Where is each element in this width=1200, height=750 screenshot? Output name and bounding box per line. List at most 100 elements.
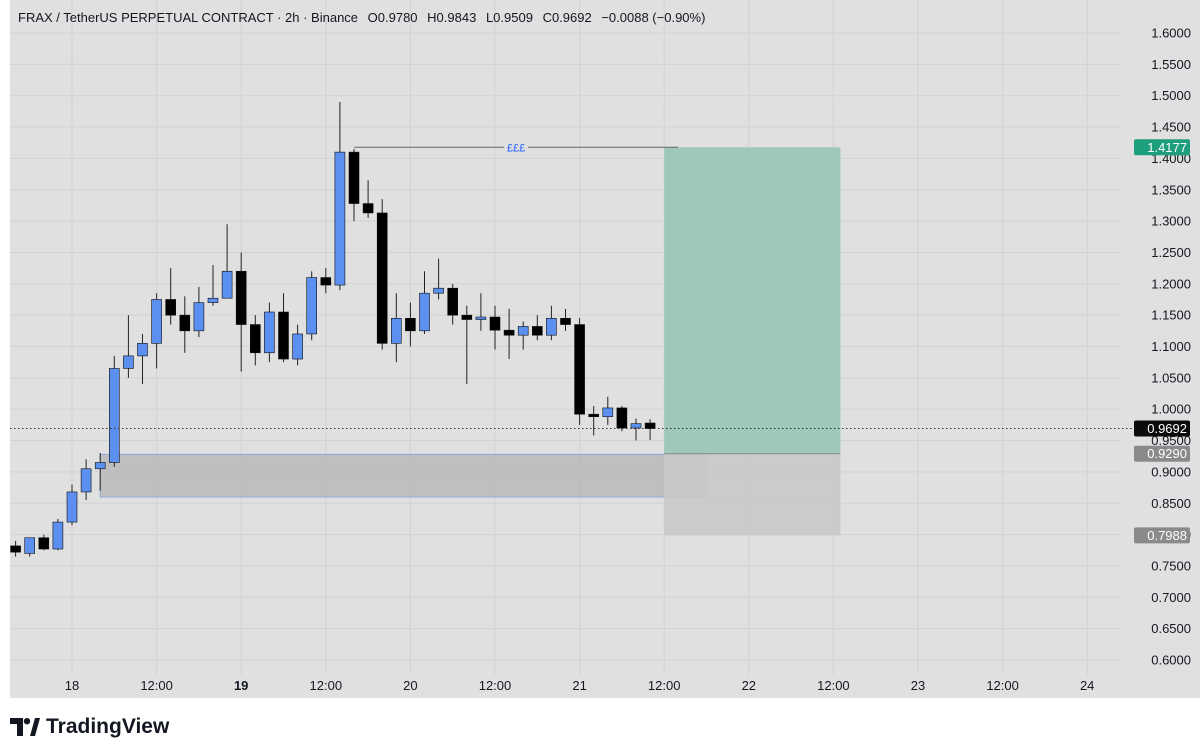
candle-body (334, 151, 346, 286)
time-tick-label: 19 (234, 678, 248, 693)
price-tick-label: 1.6000 (1151, 26, 1191, 41)
price-label-text: 0.9290 (1147, 446, 1187, 461)
candle-up (109, 355, 120, 467)
ohlc-close: C0.9692 (542, 10, 592, 25)
price-label-entry: 0.9290 (1134, 445, 1190, 462)
candle-body (602, 407, 614, 418)
candle-body (320, 277, 332, 286)
candle-body (503, 329, 515, 336)
ohlc-open: O0.9780 (367, 10, 418, 25)
candle-up (24, 537, 35, 557)
candle-down (278, 293, 289, 363)
price-label-bg (1134, 139, 1190, 156)
price-tick-label: 1.5000 (1151, 88, 1191, 103)
candle-body (531, 326, 543, 336)
price-chart[interactable]: £££ 1.60001.55001.50001.45001.40001.3500… (10, 0, 1200, 698)
price-label-current: 0.9692 (1134, 420, 1190, 437)
candle-body (207, 297, 219, 303)
tradingview-logo-icon (10, 718, 40, 736)
price-label-text: 1.4177 (1147, 140, 1187, 155)
candle-up (66, 484, 78, 526)
candle-down (489, 305, 501, 350)
candle-body (616, 407, 628, 429)
candle-down (10, 540, 21, 557)
price-label-bg (1134, 420, 1190, 437)
price-tick-label: 1.1000 (1151, 339, 1191, 354)
price-tick-label: 0.6500 (1151, 621, 1191, 636)
candle-up (602, 396, 614, 425)
candle-down (376, 199, 388, 350)
candle-body (517, 326, 529, 336)
time-tick-label: 24 (1080, 678, 1094, 693)
grid (10, 0, 1120, 675)
candle-body (52, 521, 64, 550)
demand-zone (99, 453, 707, 498)
time-tick-label: 12:00 (140, 678, 173, 693)
candle-body (264, 311, 275, 354)
candle-body (221, 270, 233, 299)
candle-down (461, 305, 473, 385)
overlays: £££ (10, 140, 1140, 430)
candle-up (306, 271, 318, 341)
price-tick-label: 1.5500 (1151, 57, 1191, 72)
candle-down (503, 308, 515, 360)
price-tick-label: 0.7000 (1151, 590, 1191, 605)
candle-body (137, 343, 148, 357)
candle-body (348, 151, 360, 204)
candle-up (334, 101, 346, 291)
candle-body (419, 292, 430, 332)
price-tick-label: 1.3500 (1151, 182, 1191, 197)
ohlc-change: −0.0088 (−0.90%) (601, 10, 706, 25)
price-label-bg (1134, 527, 1190, 544)
candle-up (419, 271, 430, 334)
annotation-bg (504, 140, 529, 154)
candle-up (151, 293, 162, 369)
symbol-title[interactable]: FRAX / TetherUS PERPETUAL CONTRACT · 2h … (18, 10, 359, 25)
price-tick-label: 0.8500 (1151, 496, 1191, 511)
candle-body (489, 316, 501, 331)
candle-body (546, 317, 557, 336)
candle-down (320, 268, 332, 294)
candle-up (433, 258, 444, 300)
stop-zone (664, 453, 841, 536)
price-tick-label: 0.6000 (1151, 653, 1191, 668)
candle-body (123, 355, 134, 369)
zones (99, 147, 841, 536)
chart-area[interactable]: £££ 1.6000 1.5500 1.5000 1.4500 1.4000 1.3500… (10, 0, 1200, 698)
liquidity-annotation: £££ (507, 142, 525, 154)
candle-up (207, 264, 219, 306)
candle-body (461, 314, 473, 320)
candle-body (250, 324, 261, 354)
candle-body (109, 368, 120, 463)
price-label-bg (1134, 445, 1190, 462)
candle-up (630, 418, 642, 441)
candle-down (362, 180, 374, 218)
time-tick-label: 12:00 (817, 678, 850, 693)
candle-body (574, 324, 585, 415)
candle-body (390, 317, 402, 344)
candle-down (165, 268, 176, 325)
time-tick-label: 18 (65, 678, 79, 693)
candle-body (80, 468, 92, 493)
candle-body (306, 277, 318, 335)
candle-body (292, 333, 303, 360)
branding-footer: TradingView (10, 714, 169, 740)
candle-down (235, 252, 247, 372)
price-label-stop: 0.7988 (1134, 527, 1190, 544)
candle-down (250, 315, 261, 366)
candle-up (94, 453, 106, 491)
time-tick-label: 12:00 (648, 678, 681, 693)
price-tick-label: 0.9500 (1151, 433, 1191, 448)
price-tick-label: 1.0500 (1151, 370, 1191, 385)
time-tick-label: 20 (403, 678, 417, 693)
candle-down (616, 406, 628, 432)
price-label-text: 0.9692 (1147, 421, 1187, 436)
tradingview-wordmark: TradingView (46, 715, 170, 738)
candle-body (362, 203, 374, 214)
candle-body (475, 316, 487, 320)
candle-up (221, 224, 233, 299)
candle-up (546, 305, 557, 341)
candle-down (574, 318, 585, 425)
candle-down (588, 406, 600, 436)
candle-body (10, 545, 21, 553)
